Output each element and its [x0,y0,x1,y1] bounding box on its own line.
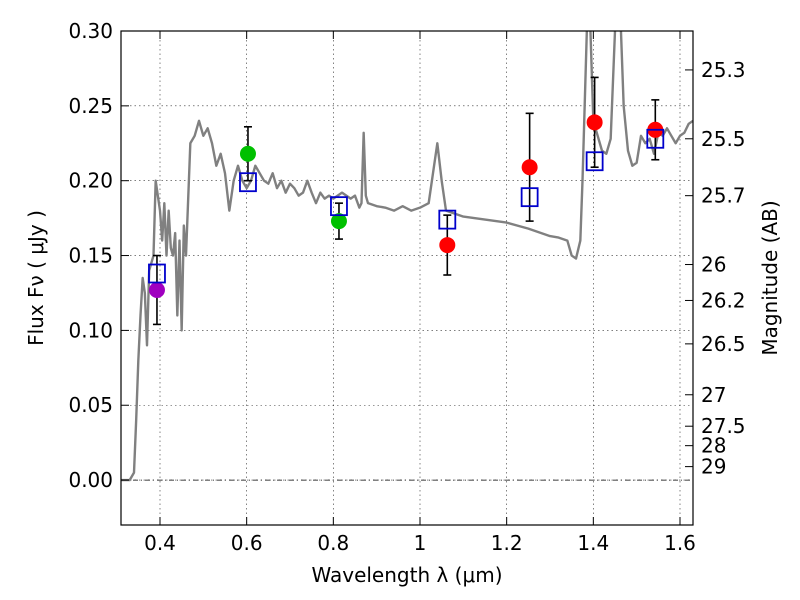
y-tick-label: 0.05 [68,393,113,417]
right-tick-label: 25.3 [701,58,746,82]
observed-point [148,281,165,298]
x-tick-label: 1 [414,531,427,555]
y-tick-label: 0.10 [68,318,113,342]
right-tick-label: 27 [701,383,726,407]
template-spectrum [121,31,693,482]
right-axis-label: Magnitude (AB) [758,200,782,355]
plot-frame [120,30,694,526]
observed-point [330,213,347,230]
y-tick-label: 0.20 [68,169,113,193]
x-tick-label: 1.6 [664,531,696,555]
template-line [121,31,693,482]
y-tick-label: 0.30 [68,19,113,43]
y-tick-labels: 0.00 0.05 0.10 0.15 0.20 0.25 0.30 [68,19,113,492]
x-tick-label: 0.8 [317,531,349,555]
x-tick-label: 1.2 [491,531,523,555]
grid-lines [121,30,693,525]
x-tick-label: 1.4 [577,531,609,555]
model-box [330,196,348,217]
right-tick-label: 26.5 [701,332,746,356]
right-tick-label: 27.5 [701,414,746,438]
x-tick-label: 0.6 [231,531,263,555]
right-tick-label: 29 [701,455,726,479]
model-box [520,187,539,208]
model-box [148,263,166,284]
model-box [239,172,257,193]
y-tick-label: 0.25 [68,94,113,118]
model-box [438,209,457,230]
right-tick-label: 25.5 [701,127,746,151]
axis-ticks [121,30,693,525]
right-tick-label: 26 [701,253,726,277]
y-tick-label: 0.15 [68,244,113,268]
right-tick-label: 26.2 [701,288,746,312]
x-tick-labels: 0.4 0.6 0.8 1 1.2 1.4 1.6 [144,531,696,555]
model-box [585,151,604,172]
y-axis-label: Flux Fν ( μJy ) [24,210,48,346]
observed-points [148,114,664,298]
observed-point [586,114,603,131]
model-boxes [148,128,665,284]
right-tick-label: 25.7 [701,184,746,208]
right-tick-label: 28 [701,434,726,458]
observed-point [239,145,256,162]
observed-point [521,159,538,176]
observed-point [439,237,456,254]
y-tick-label: 0.00 [68,468,113,492]
model-box [646,128,665,149]
x-tick-label: 0.4 [144,531,176,555]
x-axis-label: Wavelength λ (μm) [311,563,502,587]
